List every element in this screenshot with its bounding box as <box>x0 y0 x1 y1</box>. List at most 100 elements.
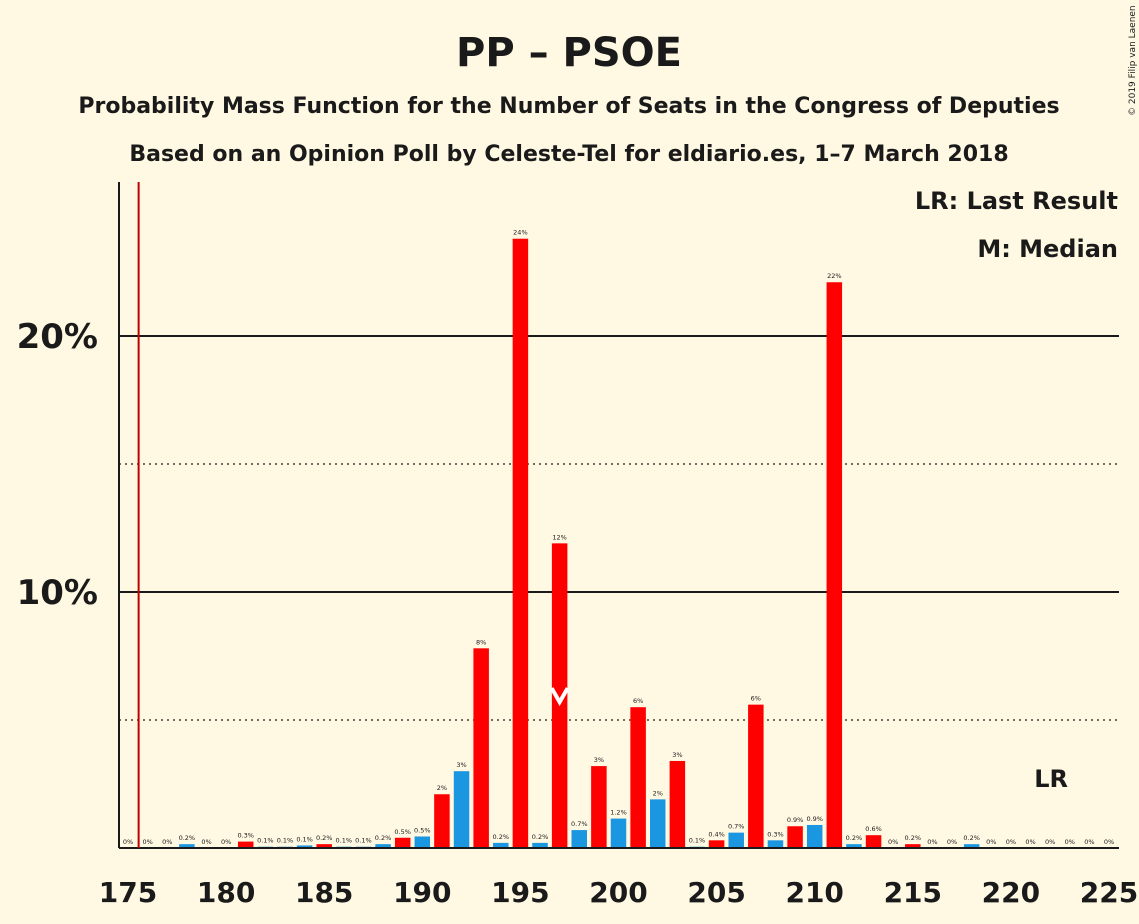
data-label-seat-224: 0% <box>1084 838 1094 846</box>
x-tick-label: 195 <box>491 876 549 909</box>
data-label-seat-207: 6% <box>751 695 761 703</box>
data-label-seat-190: 0.5% <box>414 826 431 834</box>
bar-seat-192 <box>453 771 470 848</box>
data-label-seat-185: 0.2% <box>316 834 333 842</box>
bar-seat-203 <box>669 760 686 848</box>
data-label-seat-177: 0% <box>162 838 172 846</box>
data-label-seat-201: 6% <box>633 697 643 705</box>
legend-last-result: LR: Last Result <box>915 187 1118 215</box>
x-tick-label: 215 <box>884 876 942 909</box>
data-label-seat-193: 8% <box>476 638 486 646</box>
data-label-seat-191: 2% <box>437 784 447 792</box>
bar-seat-185 <box>316 844 332 848</box>
data-label-seat-176: 0% <box>142 838 152 846</box>
bar-seat-201 <box>630 707 646 848</box>
data-label-seat-217: 0% <box>947 838 957 846</box>
x-tick-label: 185 <box>295 876 353 909</box>
bar-seat-191 <box>434 794 450 848</box>
data-label-seat-182: 0.1% <box>257 837 274 845</box>
data-label-seat-181: 0.3% <box>237 832 254 840</box>
data-label-seat-180: 0% <box>221 838 231 846</box>
data-label-seat-179: 0% <box>201 838 211 846</box>
bar-seat-178 <box>179 844 195 848</box>
data-label-seat-183: 0.1% <box>277 837 294 845</box>
data-label-seat-198: 0.7% <box>571 820 588 828</box>
bar-seat-208 <box>767 840 784 848</box>
bar-seat-215 <box>905 844 921 848</box>
legend-median: M: Median <box>977 235 1118 263</box>
x-tick-label: 180 <box>197 876 255 909</box>
bar-seat-195 <box>512 238 529 849</box>
copyright-notice: © 2019 Filip van Laenen <box>1128 5 1138 116</box>
y-axis-ticks: 10% 20% <box>17 317 98 613</box>
data-label-seat-197: 12% <box>552 533 566 541</box>
bar-seat-218 <box>963 844 980 848</box>
data-label-seat-203: 3% <box>672 751 682 759</box>
last-result-marker-label: LR <box>1034 765 1068 793</box>
data-labels: 0% 0% 0% 0.2% 0% 0%0.3%0.1% 0.1% 0.1% 0.2% 0.1% 0.… <box>123 229 1114 846</box>
x-tick-label: 190 <box>393 876 451 909</box>
bar-seat-197 <box>551 543 568 848</box>
data-label-seat-221: 0% <box>1025 838 1035 846</box>
data-label-seat-220: 0% <box>1006 838 1016 846</box>
data-label-seat-211: 22% <box>827 272 841 280</box>
data-label-seat-225: 0% <box>1104 838 1114 846</box>
data-label-seat-210: 0.9% <box>806 815 823 823</box>
bar-seat-213 <box>865 835 882 848</box>
data-label-seat-205: 0.4% <box>708 830 725 838</box>
data-label-seat-208: 0.3% <box>767 830 784 838</box>
x-tick-label: 200 <box>589 876 647 909</box>
gridlines <box>119 335 1119 721</box>
data-label-seat-204: 0.1% <box>689 837 706 845</box>
data-label-seat-199: 3% <box>594 756 604 764</box>
median-marker <box>549 687 570 707</box>
data-label-seat-186: 0.1% <box>336 837 353 845</box>
data-label-seat-214: 0% <box>888 838 898 846</box>
data-label-seat-189: 0.5% <box>394 828 411 836</box>
x-axis-ticks: 175 180 185 190 195 200 205 210 215 220 225 <box>99 876 1138 909</box>
data-label-seat-218: 0.2% <box>963 834 980 842</box>
y-tick-label: 10% <box>17 573 98 613</box>
bar-seat-189 <box>394 837 411 848</box>
data-label-seat-215: 0.2% <box>905 834 922 842</box>
data-label-seat-192: 3% <box>456 761 466 769</box>
data-label-seat-219: 0% <box>986 838 996 846</box>
bar-seat-202 <box>649 799 666 848</box>
bar-seat-209 <box>787 826 803 848</box>
data-label-seat-196: 0.2% <box>532 833 549 841</box>
bar-seat-200 <box>610 818 627 848</box>
chart-title: PP – PSOE <box>456 30 682 76</box>
data-label-seat-194: 0.2% <box>493 833 510 841</box>
data-label-seat-200: 1.2% <box>610 809 627 817</box>
bar-seat-210 <box>806 824 823 848</box>
data-label-seat-216: 0% <box>927 838 937 846</box>
bar-seat-196 <box>532 842 548 848</box>
data-label-seat-175: 0% <box>123 838 133 846</box>
data-label-seat-195: 24% <box>513 229 527 237</box>
bar-seat-212 <box>846 844 862 848</box>
data-label-seat-187: 0.1% <box>355 837 372 845</box>
data-label-seat-222: 0% <box>1045 838 1055 846</box>
bar-seat-207 <box>748 704 764 848</box>
bar-seat-184 <box>296 845 313 848</box>
bars <box>179 238 980 849</box>
x-tick-label: 220 <box>982 876 1040 909</box>
bar-seat-206 <box>728 832 744 848</box>
bar-seat-199 <box>591 766 607 848</box>
data-label-seat-212: 0.2% <box>846 834 863 842</box>
data-label-seat-202: 2% <box>653 789 663 797</box>
data-label-seat-206: 0.7% <box>728 823 745 831</box>
bar-seat-181 <box>237 841 254 848</box>
x-tick-label: 205 <box>687 876 745 909</box>
data-label-seat-178: 0.2% <box>179 834 196 842</box>
data-label-seat-184: 0.1% <box>296 835 313 843</box>
bar-seat-190 <box>414 836 431 848</box>
chart-subtitle-2: Based on an Opinion Poll by Celeste-Tel … <box>129 142 1008 167</box>
bar-seat-211 <box>826 282 843 848</box>
bar-seat-194 <box>493 842 509 848</box>
x-tick-label: 175 <box>99 876 157 909</box>
data-label-seat-223: 0% <box>1065 838 1075 846</box>
bar-seat-198 <box>571 830 588 848</box>
x-tick-label: 210 <box>785 876 843 909</box>
